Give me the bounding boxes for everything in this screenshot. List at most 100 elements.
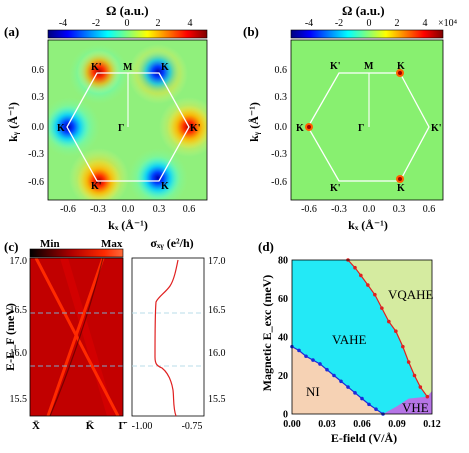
label-k: K bbox=[397, 183, 405, 194]
data-point bbox=[318, 362, 322, 366]
xtick: 0.0 bbox=[363, 204, 376, 215]
label-k: K bbox=[161, 62, 169, 73]
label-m: M bbox=[364, 61, 374, 72]
sigma-xticks: -1.00 -0.75 bbox=[132, 421, 203, 432]
yticks-a: 0.6 0.3 0.0 -0.3 -0.6 bbox=[28, 65, 44, 188]
sigma-curve bbox=[154, 259, 179, 417]
ylabel-a: kᵧ (Å⁻¹) bbox=[6, 102, 20, 142]
xtick: 0.03 bbox=[318, 419, 336, 430]
data-point bbox=[418, 385, 423, 389]
ytick: 0 bbox=[283, 410, 288, 421]
irreducible-path-b bbox=[368, 72, 400, 127]
ytick: -0.3 bbox=[271, 149, 287, 160]
xtick: 0.00 bbox=[283, 419, 301, 430]
xticks-c: X̄ K̄ Γ̄ bbox=[32, 420, 127, 432]
ytick: 17.0 bbox=[10, 256, 28, 267]
ytick: -0.6 bbox=[271, 177, 287, 188]
colorbar-b-tick: -4 bbox=[305, 18, 313, 29]
data-point bbox=[367, 402, 371, 407]
data-point bbox=[394, 329, 398, 334]
colorbar-c-max: Max bbox=[101, 238, 123, 250]
xtick: 0.09 bbox=[388, 419, 406, 430]
data-point bbox=[297, 348, 301, 353]
xtick: 0.6 bbox=[423, 204, 436, 215]
label-k: K bbox=[397, 61, 405, 72]
ytick: 16.0 bbox=[10, 348, 28, 359]
colorbar-b bbox=[290, 29, 444, 39]
data-point bbox=[339, 379, 343, 384]
band-structure-map bbox=[30, 258, 123, 416]
colorbar-a-tick: -2 bbox=[92, 18, 100, 29]
data-point bbox=[332, 373, 336, 378]
colorbar-b-tick: 4 bbox=[423, 18, 428, 29]
data-point bbox=[304, 354, 308, 359]
ytick: -0.3 bbox=[28, 149, 44, 160]
berry-curvature-map-b bbox=[290, 39, 444, 201]
label-kp: K' bbox=[190, 123, 201, 134]
xtick: X̄ bbox=[32, 420, 40, 432]
label-m: M bbox=[123, 62, 133, 73]
sigma-title: σₓᵧ (e²/h) bbox=[150, 236, 193, 250]
berry-curvature-map-a bbox=[48, 40, 207, 200]
label-k: K bbox=[296, 123, 304, 134]
hall-conductivity-plot bbox=[131, 257, 205, 417]
region-label-ni: NI bbox=[306, 384, 320, 399]
xtick: -0.6 bbox=[60, 204, 76, 215]
ylabel-c: E-E_F (meV) bbox=[3, 303, 17, 371]
irreducible-path-a bbox=[127, 72, 159, 127]
xtick: 0.06 bbox=[353, 419, 371, 430]
label-gamma: Γ bbox=[118, 123, 124, 134]
panel-label-c: (c) bbox=[4, 239, 18, 254]
yticks-b: 0.6 0.3 0.0 -0.3 -0.6 bbox=[271, 65, 287, 188]
region-vhe bbox=[383, 390, 432, 414]
colorbar-b-ticks: -4 -2 0 2 4 bbox=[305, 18, 428, 29]
region-vqahe bbox=[348, 260, 432, 397]
data-point bbox=[412, 373, 417, 378]
xlabel-d: E-field (V/Å) bbox=[331, 431, 397, 445]
panel-label-a: (a) bbox=[4, 24, 19, 39]
yticks-c: 17.0 16.5 16.0 15.5 bbox=[10, 256, 28, 405]
colorbar-a-title: Ω (a.u.) bbox=[106, 3, 149, 18]
ytick: 20 bbox=[278, 371, 288, 382]
xtick: -0.75 bbox=[182, 421, 203, 432]
ytick: 16.0 bbox=[208, 348, 226, 359]
xticks-a: -0.6 -0.3 0.0 0.3 0.6 bbox=[60, 204, 195, 215]
colorbar-b-tick: -2 bbox=[335, 18, 343, 29]
data-point bbox=[425, 394, 430, 399]
xlabel-a: kₓ (Å⁻¹) bbox=[108, 218, 148, 232]
colorbar-c-min: Min bbox=[40, 238, 60, 250]
ytick: 80 bbox=[278, 256, 288, 267]
label-k: K bbox=[161, 181, 169, 192]
data-point bbox=[360, 396, 364, 401]
region-label-vqahe: VQAHE bbox=[388, 287, 434, 302]
ytick: 60 bbox=[278, 294, 288, 305]
colorbar-a-tick: 2 bbox=[156, 18, 161, 29]
label-kp: K' bbox=[91, 181, 102, 192]
xtick: Γ̄ bbox=[119, 420, 128, 432]
data-point bbox=[401, 344, 405, 349]
plot-frame bbox=[291, 259, 433, 415]
data-point bbox=[359, 273, 363, 278]
data-point bbox=[353, 391, 357, 395]
ytick: 16.5 bbox=[208, 305, 226, 316]
xtick: K̄ bbox=[86, 420, 95, 432]
data-point bbox=[346, 385, 350, 389]
label-kp: K' bbox=[330, 61, 341, 72]
colorbar-b-multiplier: ×10⁴ bbox=[438, 18, 458, 29]
data-point bbox=[387, 319, 391, 324]
data-point bbox=[325, 367, 329, 372]
colorbar-b-tick: 0 bbox=[367, 18, 372, 29]
panel-label-d: (d) bbox=[258, 239, 274, 254]
xtick: 0.3 bbox=[393, 204, 406, 215]
ytick: 15.5 bbox=[208, 394, 226, 405]
ytick: 0.6 bbox=[275, 65, 288, 76]
phase-diagram: 0.00 0.03 0.06 0.09 0.12 0 20 40 60 80 bbox=[278, 256, 441, 431]
data-point bbox=[374, 407, 378, 411]
region-label-vahe: VAHE bbox=[332, 332, 366, 347]
xtick: -0.3 bbox=[90, 204, 106, 215]
label-kp: K' bbox=[330, 183, 341, 194]
ytick: 0.3 bbox=[275, 92, 288, 103]
data-point bbox=[366, 283, 370, 287]
xtick: -1.00 bbox=[132, 421, 153, 432]
